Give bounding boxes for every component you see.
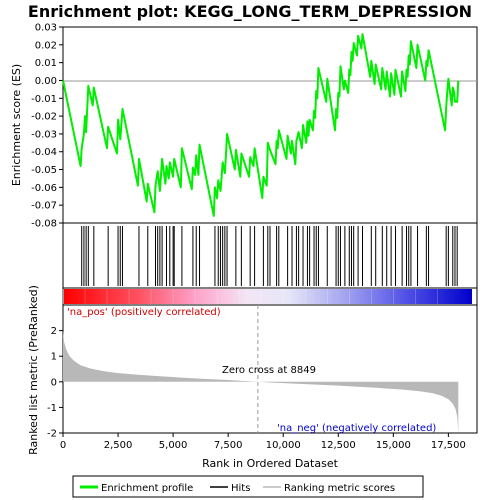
es-line-group bbox=[62, 33, 460, 217]
neg-correlated-label: 'na_neg' (negatively correlated) bbox=[277, 423, 436, 434]
metric-y-tick-label: 0 bbox=[51, 377, 57, 388]
metric-group bbox=[63, 330, 459, 432]
es-y-tick-label: -0.07 bbox=[31, 201, 57, 212]
zero-cross-label: Zero cross at 8849 bbox=[222, 365, 316, 376]
es-y-tick-label: 0.00 bbox=[35, 76, 57, 87]
es-y-tick-label: -0.03 bbox=[31, 129, 57, 140]
rank-colorbar bbox=[64, 289, 472, 304]
metric-panel-frame bbox=[62, 304, 478, 434]
es-y-tick-label: -0.04 bbox=[31, 147, 57, 158]
metric-y-tick-label: -1 bbox=[47, 403, 57, 414]
metric-y-tick-label: 2 bbox=[51, 326, 57, 337]
metric-y-ticks: 2 1 0 -1 -2 bbox=[47, 326, 63, 440]
x-tick-label: 15,000 bbox=[376, 440, 411, 451]
x-tick-label: 12,500 bbox=[321, 440, 356, 451]
es-line bbox=[62, 33, 460, 217]
x-tick-label: 5,000 bbox=[159, 440, 188, 451]
metric-area bbox=[63, 330, 459, 432]
x-ticks: 0 2,500 5,000 7,500 10,000 12,500 15,000 17,500 bbox=[60, 433, 466, 451]
es-y-tick-label: -0.05 bbox=[31, 165, 57, 176]
chart-title: Enrichment plot: KEGG_LONG_TERM_DEPRESSI… bbox=[28, 2, 472, 21]
legend-metric-label: Ranking metric scores bbox=[284, 483, 395, 494]
x-axis-title: Rank in Ordered Dataset bbox=[202, 457, 339, 470]
es-y-tick-label: -0.01 bbox=[31, 94, 57, 105]
es-y-tick-label: -0.02 bbox=[31, 112, 57, 123]
x-tick-label: 0 bbox=[60, 440, 66, 451]
hits-group bbox=[81, 226, 458, 286]
es-y-tick-label: 0.03 bbox=[35, 23, 57, 34]
legend-box bbox=[72, 475, 424, 498]
es-y-tick-label: 0.01 bbox=[35, 58, 57, 69]
x-tick-label: 10,000 bbox=[266, 440, 301, 451]
es-y-axis-title: Enrichment score (ES) bbox=[10, 64, 23, 186]
x-tick-label: 17,500 bbox=[431, 440, 466, 451]
x-tick-label: 7,500 bbox=[214, 440, 243, 451]
legend-es-label: Enrichment profile bbox=[101, 483, 193, 494]
metric-y-axis-title: Ranked list metric (PreRanked) bbox=[27, 285, 40, 455]
x-tick-label: 2,500 bbox=[104, 440, 133, 451]
es-y-ticks: 0.03 0.02 0.01 0.00 -0.01 -0.02 -0.03 -0.04 -0.0… bbox=[31, 23, 63, 230]
metric-y-tick-label: -2 bbox=[47, 429, 57, 440]
metric-y-tick-label: 1 bbox=[51, 352, 57, 363]
es-y-tick-label: 0.02 bbox=[35, 40, 57, 51]
es-y-tick-label: -0.08 bbox=[31, 219, 57, 230]
es-y-tick-label: -0.06 bbox=[31, 183, 57, 194]
pos-correlated-label: 'na_pos' (positively correlated) bbox=[67, 307, 221, 318]
legend-hits-label: Hits bbox=[231, 483, 250, 494]
colorbar-ticks bbox=[62, 289, 438, 304]
